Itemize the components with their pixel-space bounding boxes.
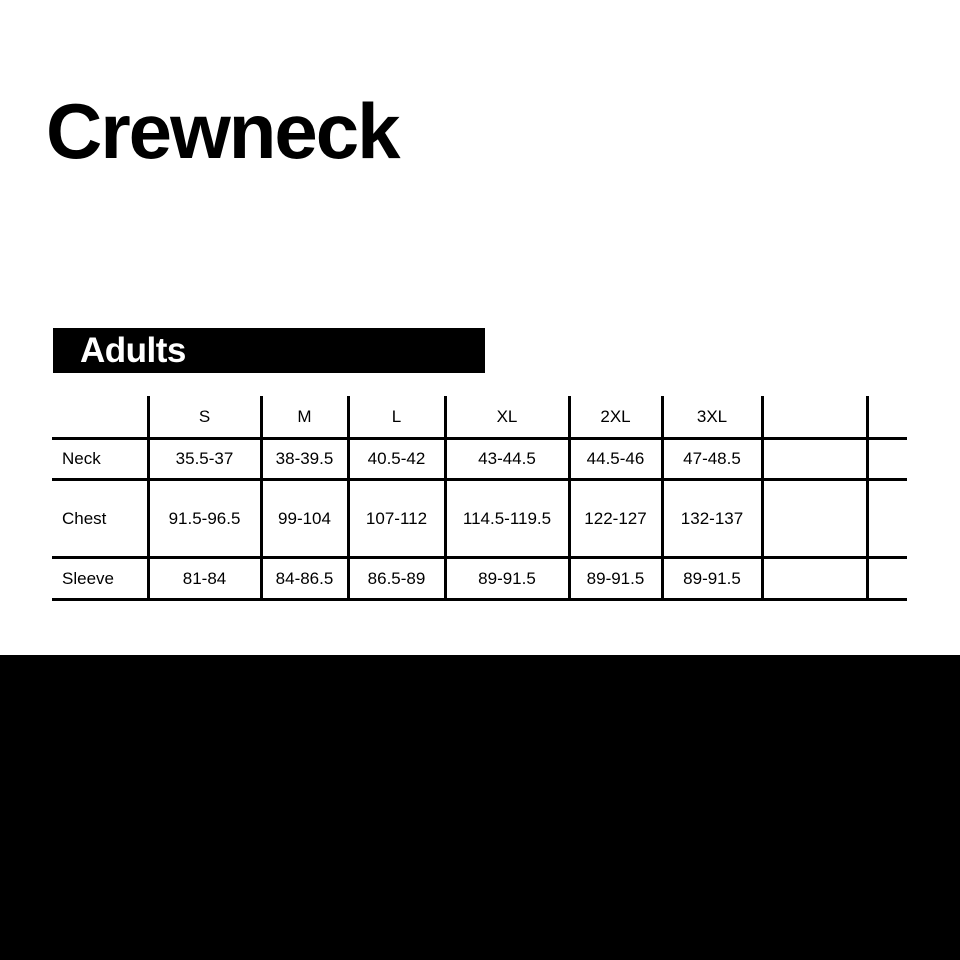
table-cell: 44.5-46 [567, 437, 662, 480]
table-cell: 47-48.5 [660, 437, 762, 480]
header-cell-l: L [346, 396, 445, 439]
table-cell: 122-127 [567, 478, 662, 558]
table-cell: 89-91.5 [660, 556, 762, 601]
page-title: Crewneck [46, 87, 401, 175]
table-cell: 35.5-37 [146, 437, 261, 480]
table-cell: 86.5-89 [346, 556, 445, 601]
table-cell: 43-44.5 [443, 437, 569, 480]
table-cell: 91.5-96.5 [146, 478, 261, 558]
section-title: Adults [80, 331, 186, 370]
table-cell [760, 556, 867, 601]
table-cell: 84-86.5 [259, 556, 348, 601]
table-row-neck: Neck 35.5-37 38-39.5 40.5-42 43-44.5 44.… [52, 437, 907, 480]
table-cell: 107-112 [346, 478, 445, 558]
table-cell [865, 556, 907, 601]
table-row-sleeve: Sleeve 81-84 84-86.5 86.5-89 89-91.5 89-… [52, 556, 907, 601]
footer-black-block [0, 655, 960, 960]
header-cell-m: M [259, 396, 348, 439]
header-cell-empty [52, 396, 148, 439]
row-label: Chest [52, 478, 148, 558]
header-row: S M L XL 2XL 3XL [52, 396, 907, 439]
header-cell-s: S [146, 396, 261, 439]
table-cell [865, 478, 907, 558]
section-header-adults: Adults [53, 328, 485, 373]
size-chart-table: S M L XL 2XL 3XL Neck 35.5-37 38-39.5 40… [52, 396, 907, 601]
table-cell: 114.5-119.5 [443, 478, 569, 558]
table-cell: 99-104 [259, 478, 348, 558]
header-cell-blank [865, 396, 907, 439]
table-cell: 38-39.5 [259, 437, 348, 480]
table-row-chest: Chest 91.5-96.5 99-104 107-112 114.5-119… [52, 478, 907, 558]
header-cell-2xl: 2XL [567, 396, 662, 439]
row-label: Sleeve [52, 556, 148, 601]
header-cell-blank [760, 396, 867, 439]
header-cell-xl: XL [443, 396, 569, 439]
table-cell: 40.5-42 [346, 437, 445, 480]
row-label: Neck [52, 437, 148, 480]
table-cell: 81-84 [146, 556, 261, 601]
table-cell: 89-91.5 [443, 556, 569, 601]
table-cell: 89-91.5 [567, 556, 662, 601]
table-cell [760, 478, 867, 558]
table-cell [865, 437, 907, 480]
header-cell-3xl: 3XL [660, 396, 762, 439]
table-cell: 132-137 [660, 478, 762, 558]
table-cell [760, 437, 867, 480]
